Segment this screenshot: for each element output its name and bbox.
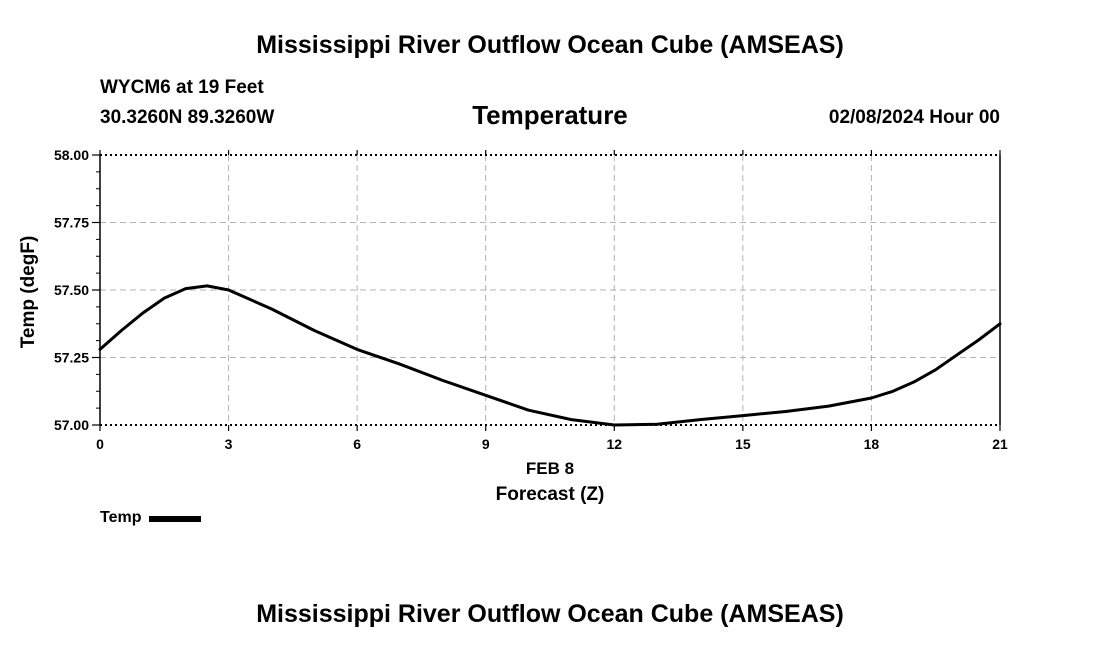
x-tick-label: 15 (735, 436, 751, 452)
y-tick-label: 57.25 (54, 350, 89, 366)
legend: Temp (100, 509, 202, 527)
chart-subtitle: Temperature (472, 100, 628, 130)
x-tick-label: 0 (96, 436, 104, 452)
x-tick-label: 3 (225, 436, 233, 452)
x-axis-date-label: FEB 8 (526, 459, 574, 478)
forecast-datetime: 02/08/2024 Hour 00 (828, 107, 1000, 128)
y-tick-label: 57.00 (54, 417, 89, 433)
footer-title: Mississippi River Outflow Ocean Cube (AM… (256, 600, 844, 628)
y-axis-label: Temp (degF) (18, 236, 39, 349)
coordinates-label: 30.3260N 89.3260W (100, 107, 275, 128)
legend-label: Temp (100, 509, 142, 526)
x-tick-label: 9 (482, 436, 490, 452)
y-tick-label: 58.00 (54, 147, 89, 163)
station-label: WYCM6 at 19 Feet (100, 77, 264, 98)
y-tick-label: 57.50 (54, 282, 89, 298)
temp-series-line (98, 284, 1002, 427)
x-tick-label: 21 (992, 436, 1008, 452)
x-tick-label: 18 (864, 436, 880, 452)
x-axis-label: Forecast (Z) (496, 484, 605, 505)
y-tick-label: 57.75 (54, 215, 89, 231)
chart-title: Mississippi River Outflow Ocean Cube (AM… (256, 31, 844, 59)
x-tick-label: 12 (606, 436, 622, 452)
legend-line-swatch (149, 516, 202, 522)
x-tick-label: 6 (353, 436, 361, 452)
